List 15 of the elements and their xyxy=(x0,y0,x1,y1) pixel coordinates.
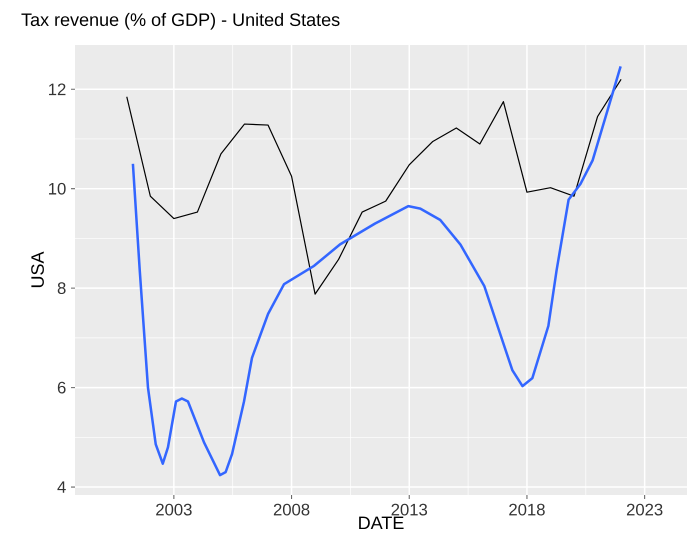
y-tick-label: 8 xyxy=(58,282,66,294)
x-tick-label: 2013 xyxy=(392,504,428,516)
y-tick-label: 10 xyxy=(49,182,66,195)
y-tick-label: 6 xyxy=(58,382,66,394)
chart-title: Tax revenue (% of GDP) - United States xyxy=(21,12,340,30)
x-axis-title: DATE xyxy=(359,516,404,530)
line-series xyxy=(132,65,622,476)
x-tick-label: 2003 xyxy=(156,504,192,516)
y-tick-label: 4 xyxy=(57,481,66,493)
x-tick-label: 2008 xyxy=(274,504,310,516)
x-tick-label: 2023 xyxy=(626,504,662,516)
x-tick-label: 2018 xyxy=(509,504,545,516)
line-series xyxy=(126,78,622,295)
y-tick-label: 12 xyxy=(49,83,66,96)
y-axis-title: USA xyxy=(31,252,44,288)
